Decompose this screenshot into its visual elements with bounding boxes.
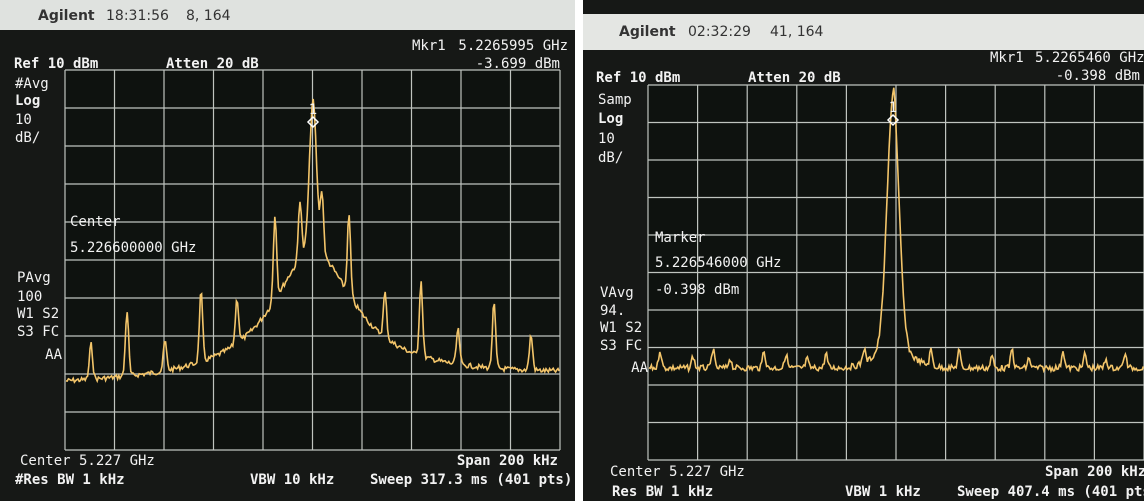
- footer-text: Sweep 317.3 ms (401 pts): [370, 472, 572, 488]
- left-labels-text: W1 S2: [600, 320, 642, 336]
- marker-readout-text: -3.699 dBm: [476, 56, 560, 72]
- photo: Agilent 18:31:56 8, 164 Mkr1 5.2265995 GHz -3…: [0, 0, 1144, 501]
- left-labels-text: Log: [15, 93, 40, 109]
- footer-text: Center 5.227 GHz: [610, 464, 745, 480]
- marker-readout-text: 5.2265460 GHz: [1035, 50, 1144, 66]
- header-text: 8, 164: [186, 8, 231, 24]
- left-labels-text: Log: [598, 111, 623, 127]
- ref-level-text: Ref 10 dBm: [596, 70, 680, 86]
- left-labels-text: W1 S2: [17, 306, 59, 322]
- header-text: Agilent: [619, 24, 676, 40]
- left-labels-text: dB/: [598, 150, 623, 166]
- footer-text: Res BW 1 kHz: [612, 484, 713, 500]
- attenuation-text: Atten 20 dB: [166, 56, 259, 72]
- footer-text: Span 200 kHz: [457, 453, 558, 469]
- left-labels-text: 100: [17, 289, 42, 305]
- footer-text: VBW 1 kHz: [845, 484, 921, 500]
- footer-text: #Res BW 1 kHz: [15, 472, 125, 488]
- marker-readout-text: Mkr1: [412, 38, 446, 54]
- left-labels-text: PAvg: [17, 270, 51, 286]
- attenuation-text: Atten 20 dB: [748, 70, 841, 86]
- header-text: 18:31:56: [106, 8, 169, 24]
- active-function-text: 5.226546000 GHz: [655, 255, 781, 271]
- active-function-text: -0.398 dBm: [655, 282, 739, 298]
- left-labels-text: 94.: [600, 303, 625, 319]
- left-labels-text: #Avg: [15, 76, 49, 92]
- footer-text: Center 5.227 GHz: [20, 453, 155, 469]
- active-function-text: 5.226600000 GHz: [70, 240, 196, 256]
- left-labels-text: dB/: [15, 130, 40, 146]
- footer-text: VBW 10 kHz: [250, 472, 334, 488]
- footer-text: Sweep 407.4 ms (401 pts): [957, 484, 1144, 500]
- left-labels-text: Samp: [598, 92, 632, 108]
- marker-readout-text: Mkr1: [990, 50, 1024, 66]
- ref-level-text: Ref 10 dBm: [14, 56, 98, 72]
- left-labels-text: VAvg: [600, 285, 634, 301]
- left-labels-text: S3 FC: [600, 338, 642, 354]
- footer-text: Span 200 kHz: [1045, 464, 1144, 480]
- marker-number-text: 1: [309, 102, 317, 118]
- active-function-text: Center: [70, 214, 121, 230]
- header-text: Agilent: [38, 8, 95, 24]
- marker-readout-text: -0.398 dBm: [1056, 68, 1140, 84]
- left-labels-text: AA: [631, 360, 648, 376]
- header-text: 02:32:29: [688, 24, 751, 40]
- left-labels-text: 10: [598, 131, 615, 147]
- left-labels-text: 10: [15, 112, 32, 128]
- marker-number-text: 1: [889, 100, 897, 116]
- left-labels-text: AA: [45, 347, 62, 363]
- marker-readout-text: 5.2265995 GHz: [458, 38, 568, 54]
- active-function-text: Marker: [655, 230, 706, 246]
- header-text: 41, 164: [770, 24, 824, 40]
- left-labels-text: S3 FC: [17, 324, 59, 340]
